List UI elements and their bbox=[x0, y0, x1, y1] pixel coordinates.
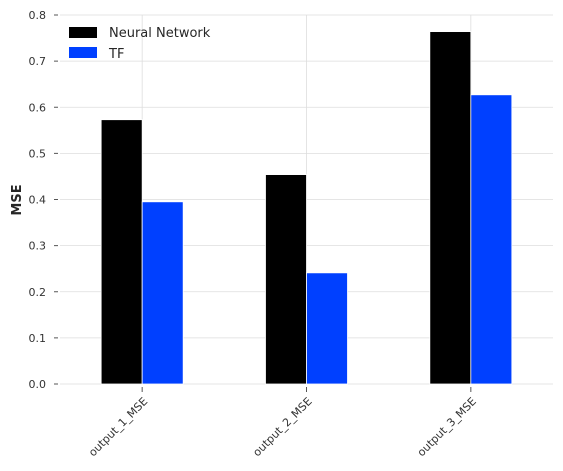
y-tick-label: 0.7 bbox=[29, 55, 47, 68]
bar-neural-network-output-1-mse bbox=[100, 119, 143, 385]
y-axis: 0.0 0.1 0.2 0.3 0.4 0.5 0.6 0.7 0.8 bbox=[29, 9, 58, 391]
y-tick-label: 0.8 bbox=[29, 9, 47, 22]
y-tick-label: 0.2 bbox=[29, 286, 47, 299]
y-axis-title: MSE bbox=[10, 184, 25, 215]
legend-swatch-tf bbox=[69, 47, 97, 58]
legend: Neural Network TF bbox=[69, 26, 211, 62]
y-tick-label: 0.4 bbox=[29, 194, 47, 207]
bar-tf-output-3-mse bbox=[470, 94, 513, 385]
legend-label-neural-network: Neural Network bbox=[109, 26, 211, 41]
bars bbox=[100, 31, 513, 385]
x-tick-label: output_1_MSE bbox=[86, 395, 150, 459]
y-tick-label: 0.1 bbox=[29, 332, 47, 345]
bar-neural-network-output-2-mse bbox=[265, 174, 307, 385]
x-tick-label: output_3_MSE bbox=[415, 395, 479, 459]
x-axis: output_1_MSE output_2_MSE output_3_MSE bbox=[86, 387, 479, 459]
y-tick-label: 0.0 bbox=[29, 378, 47, 391]
legend-swatch-neural-network bbox=[69, 27, 97, 38]
y-tick-label: 0.5 bbox=[29, 147, 47, 160]
x-tick-label: output_2_MSE bbox=[250, 395, 314, 459]
legend-label-tf: TF bbox=[108, 47, 124, 62]
bar-neural-network-output-3-mse bbox=[429, 31, 472, 385]
bar-tf-output-2-mse bbox=[306, 272, 348, 385]
y-tick-label: 0.3 bbox=[29, 240, 47, 253]
y-tick-label: 0.6 bbox=[29, 101, 47, 114]
bar-tf-output-1-mse bbox=[141, 201, 184, 385]
